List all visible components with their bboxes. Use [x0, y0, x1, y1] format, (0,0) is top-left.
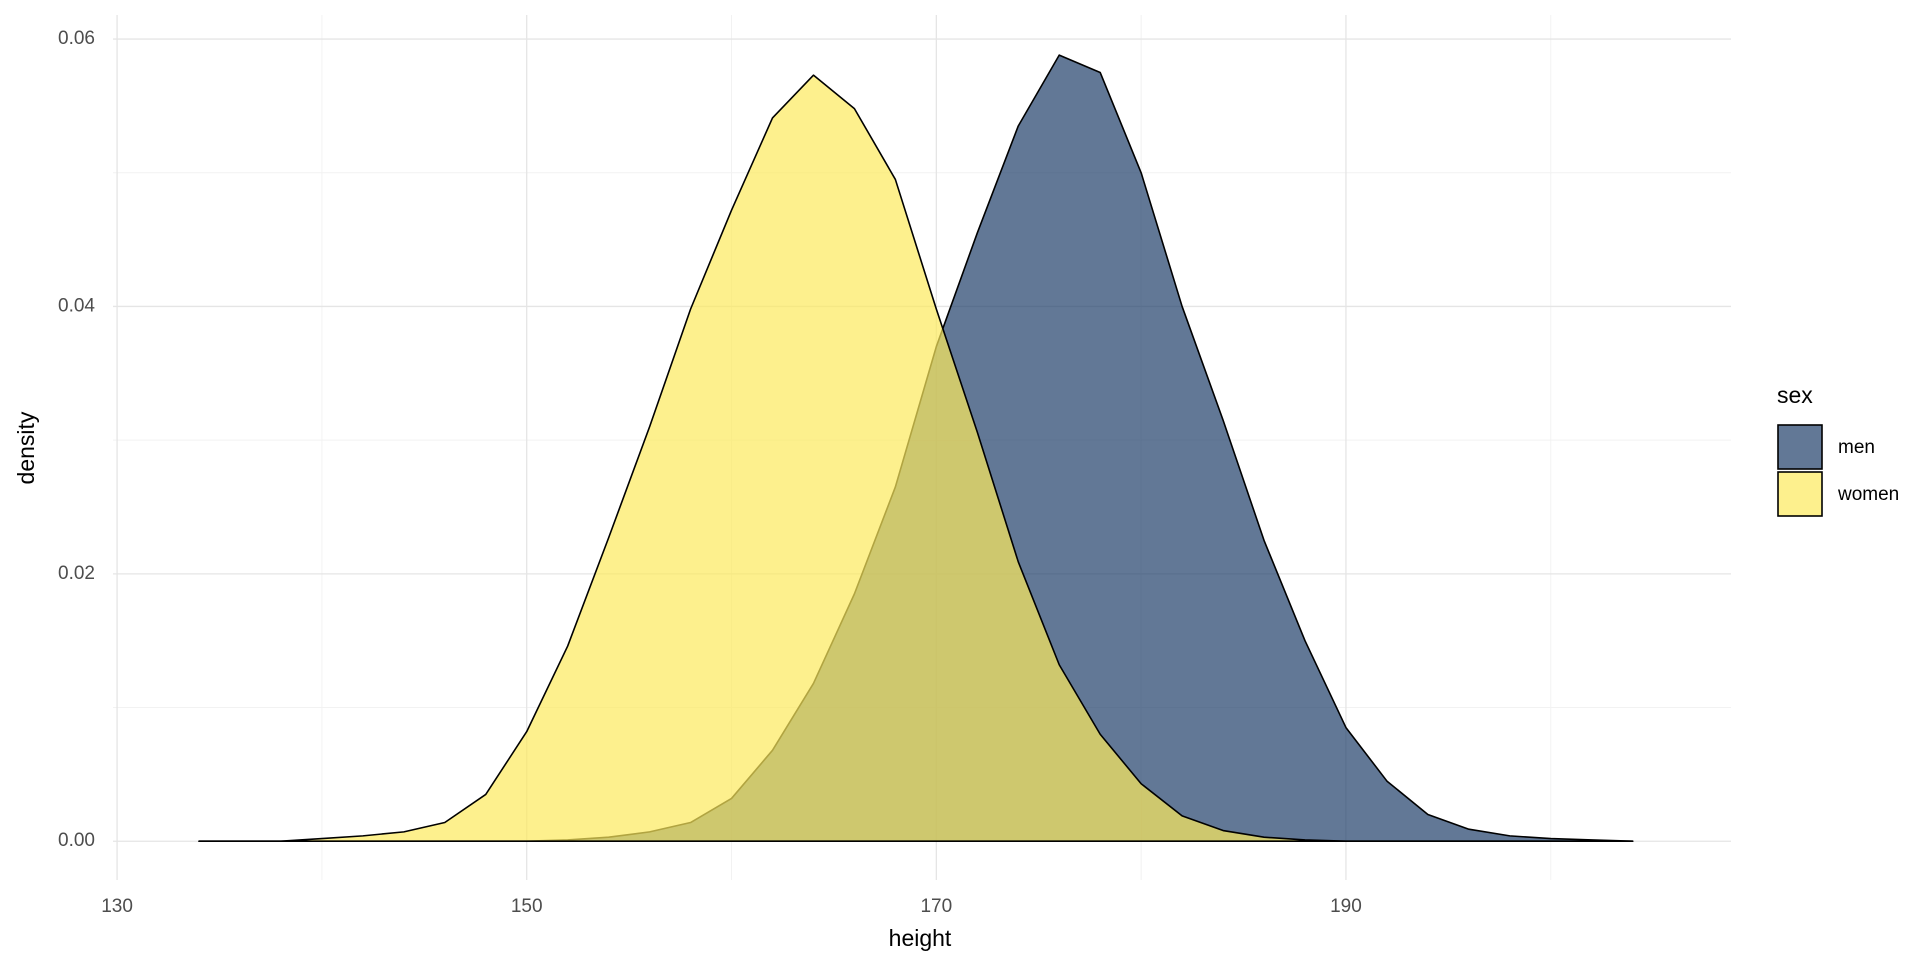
- y-axis-title: density: [13, 411, 39, 484]
- y-tick-label: 0.04: [58, 295, 95, 316]
- y-tick-label: 0.00: [58, 830, 95, 851]
- legend-label: women: [1837, 484, 1899, 505]
- legend-title: sex: [1777, 382, 1813, 408]
- x-tick-label: 130: [101, 896, 133, 917]
- x-tick-label: 190: [1330, 896, 1362, 917]
- x-tick-label: 170: [920, 896, 952, 917]
- legend-key: [1777, 424, 1823, 470]
- legend-label: men: [1838, 437, 1875, 458]
- density-area: [198, 74, 1634, 843]
- legend-key: [1777, 471, 1823, 517]
- x-tick-label: 150: [511, 896, 543, 917]
- y-tick-label: 0.06: [58, 28, 95, 49]
- x-axis-title: height: [889, 925, 952, 951]
- y-tick-label: 0.02: [58, 563, 95, 584]
